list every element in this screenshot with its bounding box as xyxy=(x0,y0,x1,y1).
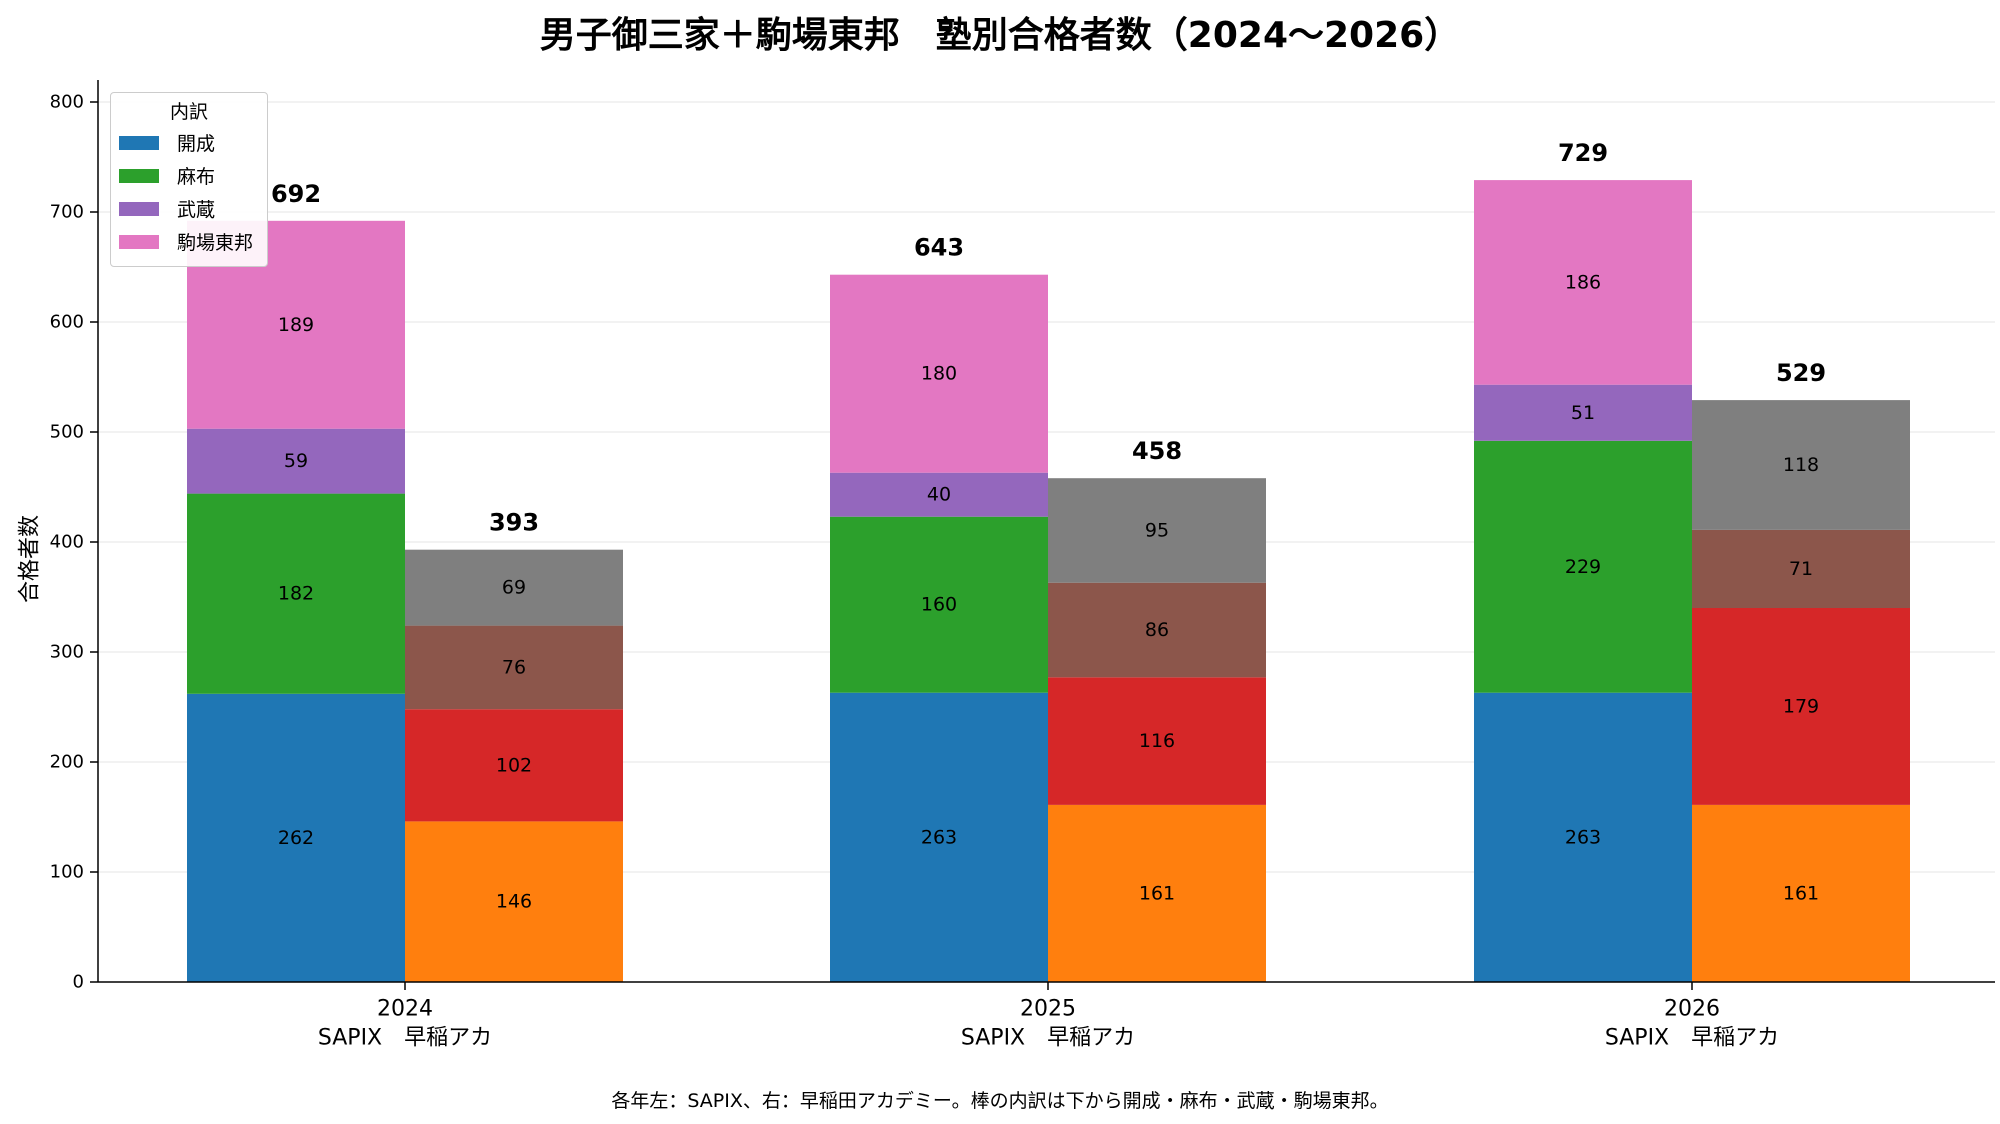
segment-value-label: 229 xyxy=(1565,556,1601,578)
x-tick-sublabel: SAPIX 早稲アカ xyxy=(318,1026,492,1051)
segment-value-label: 161 xyxy=(1783,882,1819,904)
y-tick-label: 200 xyxy=(50,752,84,773)
axis-layer: 0 100 200 300 400 500 600 700 800 合格者数 2024 SAPIX 早… xyxy=(18,80,1995,1051)
legend-label: 麻布 xyxy=(177,166,216,188)
bar-segment xyxy=(187,693,405,982)
y-tick-label: 0 xyxy=(73,972,84,993)
bar-total-label: 458 xyxy=(1132,437,1182,465)
y-tick-label: 300 xyxy=(50,642,84,663)
bar-segment xyxy=(405,821,623,982)
legend-label: 駒場東邦 xyxy=(177,232,254,254)
x-tick-label: 2024 xyxy=(377,997,433,1022)
segment-value-label: 102 xyxy=(496,754,532,776)
x-tick-label: 2026 xyxy=(1664,997,1720,1022)
segment-value-label: 71 xyxy=(1789,558,1813,580)
label-layer: 262 182 59 189 692 146 102 76 69 393 263 160 40 180 64… xyxy=(271,139,1826,913)
footnote: 各年左：SAPIX、右：早稲田アカデミー。棒の内訳は下から開成・麻布・武蔵・駒場… xyxy=(611,1090,1389,1112)
segment-value-label: 186 xyxy=(1565,271,1601,293)
bar-segment xyxy=(187,493,405,694)
segment-value-label: 160 xyxy=(921,594,957,616)
segment-value-label: 182 xyxy=(278,583,314,605)
segment-value-label: 161 xyxy=(1139,882,1175,904)
legend-entry: 駒場東邦 xyxy=(119,225,259,258)
bar-segment xyxy=(1474,692,1692,982)
segment-value-label: 59 xyxy=(284,450,308,472)
legend-swatch xyxy=(119,135,159,150)
segment-value-label: 95 xyxy=(1145,519,1169,541)
bar-segment xyxy=(830,472,1048,517)
bar-total-label: 692 xyxy=(271,180,321,208)
legend-swatch xyxy=(119,234,159,249)
segment-value-label: 189 xyxy=(278,314,314,336)
segment-value-label: 179 xyxy=(1783,695,1819,717)
legend-swatch xyxy=(119,201,159,216)
segment-value-label: 180 xyxy=(921,363,957,385)
bar-segment xyxy=(1474,440,1692,693)
bar-layer xyxy=(187,180,1910,982)
segment-value-label: 146 xyxy=(496,891,532,913)
bar-segment xyxy=(187,428,405,494)
bar-total-label: 529 xyxy=(1776,359,1826,387)
bar-segment xyxy=(1474,384,1692,441)
y-tick-label: 600 xyxy=(50,312,84,333)
bar-segment xyxy=(1692,804,1910,982)
legend-label: 開成 xyxy=(177,133,216,155)
bar-segment xyxy=(405,549,623,626)
bar-segment xyxy=(1692,608,1910,805)
x-tick-sublabel: SAPIX 早稲アカ xyxy=(1605,1026,1779,1051)
legend-label: 武蔵 xyxy=(177,199,216,221)
y-tick-label: 700 xyxy=(50,202,84,223)
bar-segment xyxy=(830,516,1048,693)
y-tick-label: 500 xyxy=(50,422,84,443)
legend: 内訳 開成麻布武蔵駒場東邦 xyxy=(110,92,268,267)
legend-entry: 開成 xyxy=(119,126,259,159)
bar-segment xyxy=(405,709,623,822)
segment-value-label: 40 xyxy=(927,484,951,506)
segment-value-label: 262 xyxy=(278,827,314,849)
segment-value-label: 263 xyxy=(921,826,957,848)
bar-segment xyxy=(1692,400,1910,530)
x-tick-label: 2025 xyxy=(1020,997,1076,1022)
segment-value-label: 118 xyxy=(1783,454,1819,476)
x-tick-sublabel: SAPIX 早稲アカ xyxy=(961,1026,1135,1051)
bar-segment xyxy=(1048,582,1266,678)
segment-value-label: 263 xyxy=(1565,826,1601,848)
bar-segment xyxy=(1692,529,1910,608)
segment-value-label: 116 xyxy=(1139,730,1175,752)
segment-value-label: 76 xyxy=(502,656,526,678)
bar-segment xyxy=(830,692,1048,982)
bar-segment xyxy=(405,625,623,710)
bar-total-label: 643 xyxy=(914,234,964,262)
bar-segment xyxy=(1048,804,1266,982)
bar-segment xyxy=(1048,478,1266,583)
legend-swatch xyxy=(119,168,159,183)
y-axis-label: 合格者数 xyxy=(18,515,43,603)
segment-value-label: 86 xyxy=(1145,619,1169,641)
bar-segment xyxy=(1048,677,1266,805)
y-tick-label: 800 xyxy=(50,92,84,113)
bar-segment xyxy=(1474,180,1692,385)
segment-value-label: 51 xyxy=(1571,402,1595,424)
bar-total-label: 729 xyxy=(1558,139,1608,167)
chart-title: 男子御三家＋駒場東邦 塾別合格者数（2024〜2026） xyxy=(539,15,1461,56)
bar-segment xyxy=(830,274,1048,473)
segment-value-label: 69 xyxy=(502,577,526,599)
legend-entry: 武蔵 xyxy=(119,192,259,225)
bar-total-label: 393 xyxy=(489,509,539,537)
y-tick-label: 100 xyxy=(50,862,84,883)
legend-entry: 麻布 xyxy=(119,159,259,192)
legend-title: 内訳 xyxy=(169,101,208,123)
y-tick-label: 400 xyxy=(50,532,84,553)
legend-entries: 開成麻布武蔵駒場東邦 xyxy=(119,126,259,258)
